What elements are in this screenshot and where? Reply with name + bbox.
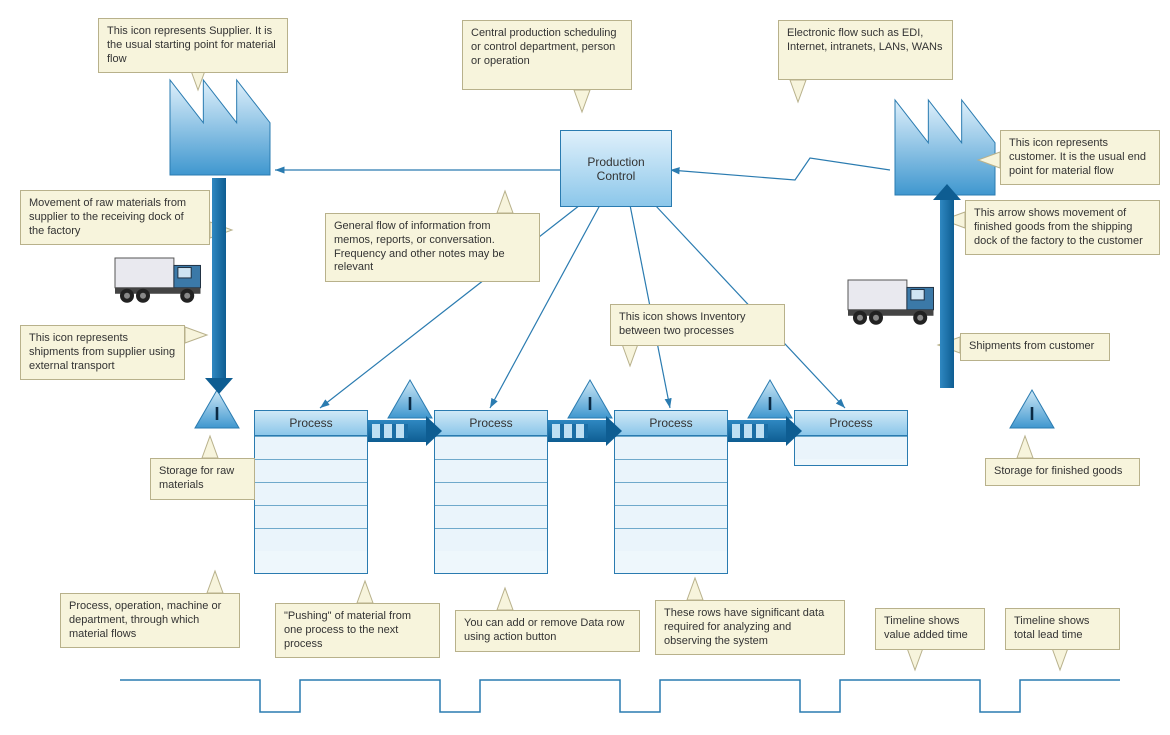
- callout-raw-storage: Storage for raw materials: [150, 458, 255, 500]
- callout-process-desc: Process, operation, machine or departmen…: [60, 593, 240, 648]
- process-data-row: [615, 528, 727, 551]
- svg-text:I: I: [587, 394, 592, 414]
- callout-edi-desc: Electronic flow such as EDI, Internet, i…: [778, 20, 953, 80]
- process-box: Process: [254, 410, 368, 574]
- process-box: Process: [434, 410, 548, 574]
- svg-text:I: I: [767, 394, 772, 414]
- process-data-row: [615, 505, 727, 528]
- process-data-row: [795, 436, 907, 459]
- push-arrow: [548, 420, 606, 442]
- svg-text:I: I: [214, 404, 219, 424]
- process-data-row: [255, 528, 367, 551]
- process-header: Process: [795, 411, 907, 436]
- process-data-row: [615, 482, 727, 505]
- process-data-row: [255, 482, 367, 505]
- callout-push-desc: "Pushing" of material from one process t…: [275, 603, 440, 658]
- process-data-row: [435, 459, 547, 482]
- callout-finished-storage: Storage for finished goods: [985, 458, 1140, 486]
- callout-rows-desc: These rows have significant data require…: [655, 600, 845, 655]
- process-data-row: [255, 459, 367, 482]
- process-box: Process: [614, 410, 728, 574]
- process-box: Process: [794, 410, 908, 466]
- truck-icon: [848, 280, 934, 325]
- callout-supplier-desc: This icon represents Supplier. It is the…: [98, 18, 288, 73]
- process-data-row: [435, 528, 547, 551]
- process-data-row: [615, 459, 727, 482]
- callout-info-flow-desc: General flow of information from memos, …: [325, 213, 540, 282]
- callout-raw-move: Movement of raw materials from supplier …: [20, 190, 210, 245]
- callout-timeline-total: Timeline shows total lead time: [1005, 608, 1120, 650]
- production-control-label: Production Control: [587, 155, 644, 183]
- push-arrow: [728, 420, 786, 442]
- process-header: Process: [435, 411, 547, 436]
- callout-ship-supplier: This icon represents shipments from supp…: [20, 325, 185, 380]
- callout-timeline-va: Timeline shows value added time: [875, 608, 985, 650]
- svg-text:I: I: [1029, 404, 1034, 424]
- callout-ship-customer: Shipments from customer: [960, 333, 1110, 361]
- svg-text:I: I: [407, 394, 412, 414]
- process-data-row: [435, 482, 547, 505]
- callout-customer-desc: This icon represents customer. It is the…: [1000, 130, 1160, 185]
- truck-icon: [115, 258, 201, 303]
- push-arrow: [368, 420, 426, 442]
- callout-datarow-desc: You can add or remove Data row using act…: [455, 610, 640, 652]
- callout-prodctrl-desc: Central production scheduling or control…: [462, 20, 632, 90]
- process-data-row: [435, 436, 547, 459]
- process-header: Process: [255, 411, 367, 436]
- process-header: Process: [615, 411, 727, 436]
- supplier-shipment-arrow: [212, 178, 226, 378]
- process-data-row: [435, 505, 547, 528]
- customer-shipment-arrow: [940, 200, 954, 388]
- production-control-box: Production Control: [560, 130, 672, 207]
- callout-finished-arrow-desc: This arrow shows movement of finished go…: [965, 200, 1160, 255]
- process-data-row: [255, 505, 367, 528]
- process-data-row: [615, 436, 727, 459]
- callout-inventory-desc: This icon shows Inventory between two pr…: [610, 304, 785, 346]
- process-data-row: [255, 436, 367, 459]
